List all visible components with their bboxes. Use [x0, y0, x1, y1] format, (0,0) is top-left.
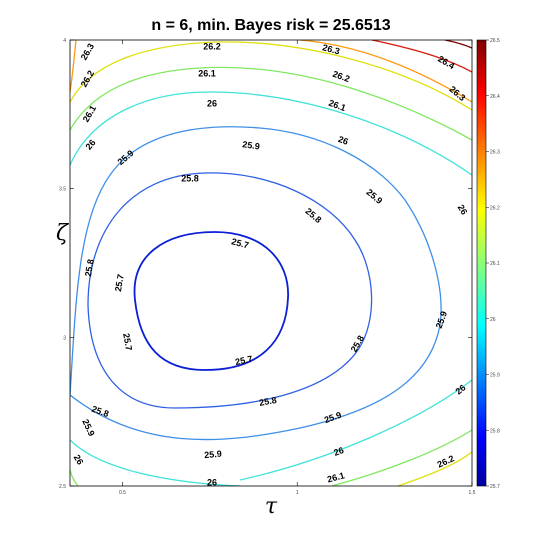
contour-lines [70, 40, 472, 486]
contour-label-26-0: 26 [83, 138, 97, 152]
contour-line-26-1-1 [331, 429, 472, 486]
contour-label-25-8-2: 25.8 [83, 258, 96, 277]
y-tick-label-1: 3 [63, 335, 66, 341]
contour-line-26-1-0 [70, 66, 472, 141]
contour-label-25-8-0: 25.8 [181, 173, 199, 183]
y-tick-label-0: 2.5 [59, 484, 66, 490]
colorbar-tick-label-4: 26.1 [490, 261, 500, 267]
y-tick-label-3: 4 [63, 38, 66, 44]
contour-line-26-2 [239, 379, 472, 481]
contour-line-25-7-0 [133, 231, 289, 371]
contour-label-25-7-0: 25.7 [230, 236, 250, 250]
colorbar-tick-label-2: 25.9 [490, 373, 500, 379]
colorbar-tick-label-3: 26 [490, 317, 496, 323]
contour-label-25-7-1: 25.7 [113, 273, 126, 292]
contour-line-26-2-1 [397, 451, 472, 486]
y-axis-ticks: 2.5 3 3.5 4 [59, 38, 472, 490]
x-tick-label-2: 1.5 [469, 490, 476, 496]
contour-line-26-1 [70, 91, 472, 176]
contour-line-26-4-0 [371, 40, 472, 73]
contour-label-26-6: 26 [332, 445, 345, 458]
contour-line-25-8-0 [87, 172, 373, 409]
contour-label-26-7: 26 [454, 382, 468, 396]
contour-label-25-7-2: 25.7 [121, 332, 134, 351]
contour-label-26-1: 26 [207, 98, 217, 108]
contour-label-26-2: 26 [337, 134, 350, 147]
contour-label-25-7-3: 25.7 [234, 354, 253, 367]
contour-label-26-5: 26 [207, 477, 217, 487]
x-axis-ticks: 0.5 1 1.5 [119, 40, 476, 496]
colorbar-ticks: 25.7 25.8 25.9 26 26.1 26.2 26.3 26.4 26.5 [486, 38, 500, 490]
colorbar-tick-label-7: 26.4 [490, 94, 500, 100]
colorbar-tick-label-6: 26.3 [490, 150, 500, 156]
contour-label-25-9-4: 25.9 [204, 449, 222, 460]
x-tick-label-1: 1 [296, 490, 299, 496]
colorbar-tick-label-5: 26.2 [490, 205, 500, 211]
contour-line-26-5-0 [444, 40, 472, 49]
contour-label-26-3: 26 [456, 203, 470, 217]
y-axis-label: ζ [56, 221, 70, 246]
x-axis-label: τ [265, 494, 278, 519]
colorbar [476, 39, 487, 487]
contour-label-25-9-1: 25.9 [242, 139, 261, 151]
plot-frame [69, 39, 473, 487]
contour-label-26-3-1: 26.3 [321, 42, 341, 56]
contour-line-26-1-2 [70, 469, 79, 486]
x-tick-label-0: 0.5 [119, 490, 126, 496]
contour-label-26-2-1: 26.2 [203, 41, 221, 51]
contour-line-26-3-0 [70, 40, 77, 93]
contour-label-26-4: 26 [72, 453, 86, 467]
contour-line-25-9-0 [70, 126, 442, 441]
contour-label-25-8-5: 25.8 [258, 395, 277, 408]
contour-label-26-1-1: 26.1 [198, 68, 216, 78]
contour-line-26-2-0 [70, 41, 472, 111]
colorbar-tick-label-0: 25.7 [490, 484, 500, 490]
colorbar-tick-label-1: 25.8 [490, 428, 500, 434]
colorbar-tick-label-8: 26.5 [490, 38, 500, 44]
contour-label-26-1-3: 26.1 [326, 470, 346, 484]
chart-title: n = 6, min. Bayes risk = 25.6513 [151, 17, 390, 34]
plot-area [70, 40, 472, 486]
contour-line-26-0 [70, 439, 241, 486]
contour-line-26-3-1 [299, 40, 472, 103]
y-tick-label-2: 3.5 [59, 187, 66, 193]
